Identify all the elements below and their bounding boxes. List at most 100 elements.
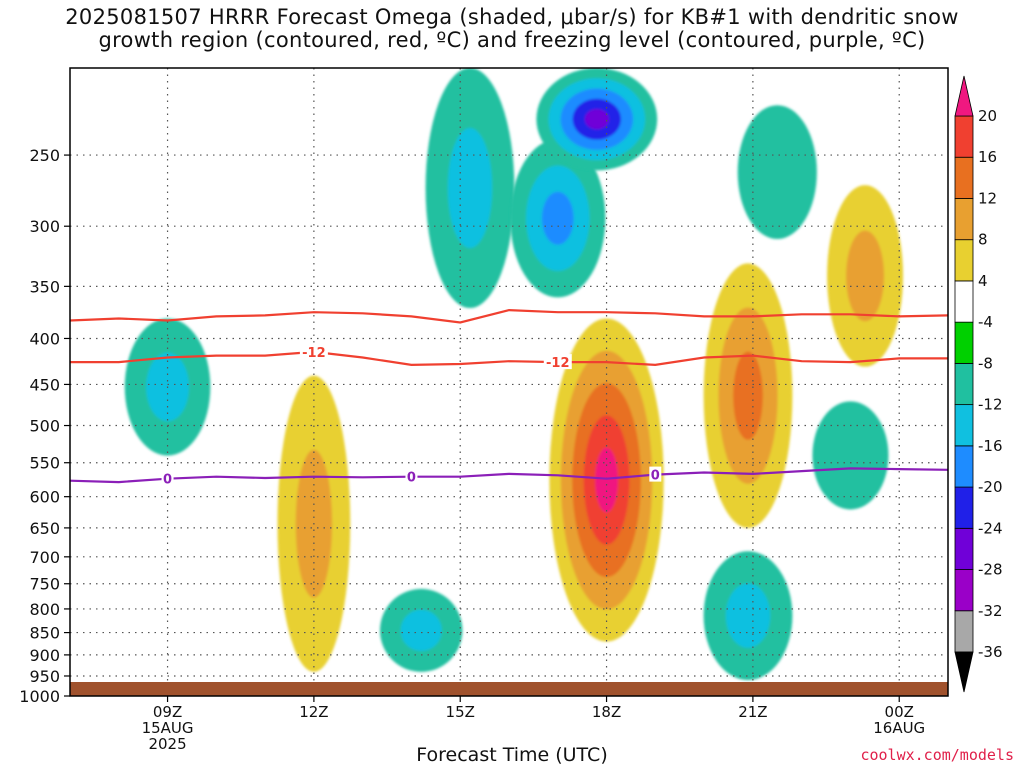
y-tick-label: 600: [29, 488, 60, 507]
contour-label: -12: [546, 356, 570, 371]
omega-contour-fill: [737, 105, 817, 240]
title-line-1: 2025081507 HRRR Forecast Omega (shaded, …: [65, 5, 959, 29]
colorbar-segment: [954, 321, 974, 364]
terrain-strip: [70, 682, 948, 696]
credit-link[interactable]: coolwx.com/models: [860, 746, 1014, 764]
omega-contour-fill: [447, 128, 493, 249]
colorbar-segment: [954, 445, 974, 488]
omega-feature: [510, 139, 606, 298]
omega-contour-fill: [846, 230, 885, 322]
colorbar-segment: [954, 527, 974, 570]
colorbar-label: 16: [978, 148, 997, 166]
y-tick-label: 950: [29, 667, 60, 686]
omega-feature: [737, 105, 817, 240]
colorbar-label: -16: [978, 437, 1003, 455]
x-tick-label: 09Z: [153, 703, 182, 721]
omega-shading: [124, 68, 904, 681]
omega-feature: [703, 551, 793, 681]
contour-label: 0: [651, 469, 660, 484]
y-tick-label: 800: [29, 600, 60, 619]
colorbar-label: -8: [978, 354, 993, 372]
contour-label: -12: [302, 346, 326, 361]
omega-contour-fill: [584, 108, 609, 130]
x-axis-title: Forecast Time (UTC): [416, 744, 608, 766]
colorbar-label: -32: [978, 602, 1003, 620]
x-tick-label: 15Z: [446, 703, 475, 721]
y-tick-label: 350: [29, 277, 60, 296]
colorbar-segment: [954, 198, 974, 241]
omega-contour-fill: [725, 583, 771, 648]
x-tick-label: 2025: [148, 735, 186, 753]
x-tick-label: 16AUG: [873, 719, 925, 737]
colorbar-segment: [954, 569, 974, 612]
omega-feature: [827, 185, 904, 367]
colorbar-segment: [954, 239, 974, 282]
y-tick-label: 850: [29, 624, 60, 643]
y-axis: 250 300 350 400 450 500 550 600 650 700 750 800 850 9…: [19, 146, 70, 706]
omega-contour-fill: [400, 609, 442, 652]
colorbar-label: 12: [978, 189, 997, 207]
contour-line: [70, 467, 948, 484]
colorbar-segment: [954, 486, 974, 529]
y-tick-label: 750: [29, 575, 60, 594]
colorbar-label: -12: [978, 396, 1003, 414]
title-line-2: growth region (contoured, red, ºC) and f…: [98, 28, 926, 52]
colorbar-segment: [954, 610, 974, 653]
colorbar: -36 -32 -28 -24 -20 -16 -12 -8 -4 4 8 12 16 20: [954, 75, 1003, 693]
omega-contour-fill: [812, 401, 889, 510]
colorbar-label: -28: [978, 561, 1003, 579]
colorbar-label: -24: [978, 519, 1003, 537]
y-tick-label: 1000: [19, 687, 60, 706]
colorbar-under-arrow: [954, 651, 974, 693]
chart-title: 2025081507 HRRR Forecast Omega (shaded, …: [0, 6, 1024, 52]
colorbar-over-arrow: [954, 75, 974, 117]
omega-feature: [536, 68, 658, 171]
colorbar-label: 4: [978, 272, 988, 290]
colorbar-label: -20: [978, 478, 1003, 496]
omega-contour-fill: [595, 447, 618, 513]
omega-feature: [812, 401, 889, 510]
y-tick-label: 900: [29, 646, 60, 665]
contour-label-bg: [649, 466, 662, 482]
y-tick-label: 450: [29, 375, 60, 394]
colorbar-segment: [954, 156, 974, 199]
colorbar-label: 20: [978, 107, 997, 125]
grid: [70, 68, 948, 696]
omega-feature: [380, 588, 463, 672]
contour-line: [70, 350, 948, 367]
colorbar-segment: [954, 362, 974, 406]
x-tick-label: 21Z: [738, 703, 767, 721]
y-tick-label: 500: [29, 417, 60, 436]
omega-contour-fill: [541, 191, 574, 245]
y-tick-label: 700: [29, 548, 60, 567]
x-tick-label: 18Z: [592, 703, 621, 721]
colorbar-label: -4: [978, 313, 993, 331]
contour-label: 0: [407, 471, 416, 486]
contour-label-bg: [543, 354, 572, 370]
contour-label-bg: [405, 468, 418, 484]
y-tick-label: 550: [29, 454, 60, 473]
y-tick-label: 300: [29, 217, 60, 236]
temperature-contours: -12 -12 0 0 0: [70, 308, 948, 488]
contour-line: [70, 308, 948, 324]
colorbar-label: -36: [978, 643, 1003, 661]
colorbar-segment: [954, 280, 974, 323]
contour-label-bg: [299, 343, 328, 359]
x-tick-label: 15AUG: [142, 719, 194, 737]
colorbar-segment: [954, 115, 974, 158]
y-tick-label: 400: [29, 329, 60, 348]
omega-feature: [703, 263, 793, 528]
plot-area: -12 -12 0 0 0: [70, 68, 948, 696]
y-tick-label: 250: [29, 146, 60, 165]
omega-feature: [549, 318, 664, 642]
colorbar-label: 8: [978, 231, 988, 249]
x-tick-label: 00Z: [885, 703, 914, 721]
omega-contour-fill: [733, 351, 763, 440]
omega-feature: [425, 68, 515, 309]
x-tick-label: 12Z: [299, 703, 328, 721]
y-tick-label: 650: [29, 519, 60, 538]
contour-label-bg: [161, 470, 174, 486]
plot-frame: [69, 67, 949, 697]
